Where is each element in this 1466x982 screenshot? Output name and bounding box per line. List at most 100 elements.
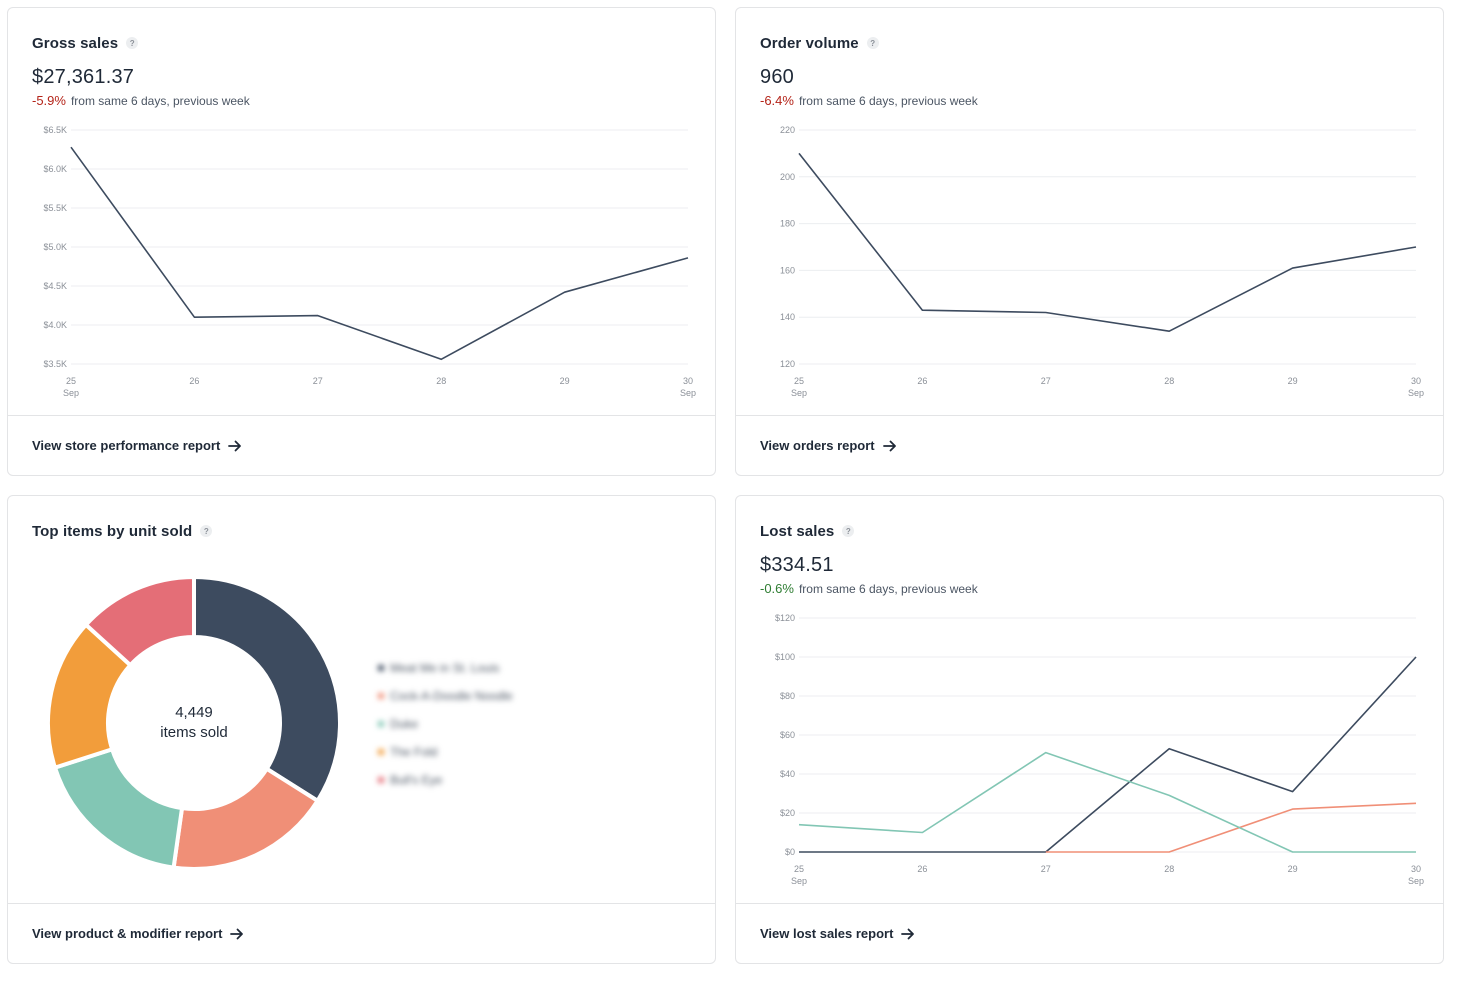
x-tick-label: 26 [917, 864, 927, 874]
y-tick-label: $20 [780, 808, 795, 818]
x-tick-label: 30 [683, 376, 693, 386]
help-circle-icon[interactable]: ? [842, 525, 855, 537]
link-label: View product & modifier report [32, 926, 223, 941]
gross-sales-chart: $3.5K $4.0K $4.5K $5.0K $5.5K $6.0K $6.5K 25 Sep… [43, 125, 696, 398]
arrow-right-icon [901, 928, 915, 939]
x-tick-label: 29 [1288, 376, 1298, 386]
series-line [799, 656, 1417, 853]
x-tick-label: 29 [1288, 864, 1298, 874]
y-tick-label: 140 [780, 312, 795, 322]
delta-text: from same 6 days, previous week [70, 94, 250, 108]
x-tick-label: 28 [1164, 864, 1174, 874]
legend-item[interactable]: The Fold [378, 738, 513, 766]
y-tick-label: 120 [780, 359, 795, 369]
y-tick-label: $100 [775, 652, 795, 662]
x-tick-sublabel: Sep [680, 388, 696, 398]
order-volume-chart: 120 140 160 180 200 220 25 Sep 26 27 28 29 30 Sep [780, 125, 1424, 398]
top-items-donut [46, 574, 342, 871]
legend-item[interactable]: Duke [378, 710, 513, 738]
help-circle-icon[interactable]: ? [200, 525, 213, 537]
delta-text: from same 6 days, previous week [798, 94, 978, 108]
view-product-modifier-link[interactable]: View product & modifier report [32, 926, 244, 941]
view-orders-report-link[interactable]: View orders report [760, 438, 897, 453]
x-tick-label: 25 [794, 864, 804, 874]
donut-center-label: items sold [160, 724, 228, 741]
help-circle-icon[interactable]: ? [866, 37, 879, 49]
arrow-right-icon [230, 928, 244, 939]
x-tick-sublabel: Sep [791, 876, 807, 886]
x-tick-sublabel: Sep [1408, 876, 1424, 886]
y-tick-label: 200 [780, 172, 795, 182]
gross-sales-value: $27,361.37 [32, 66, 135, 88]
card-title: Gross sales [32, 34, 119, 52]
card-footer: View orders report [736, 415, 1443, 475]
series-line [1045, 802, 1417, 853]
delta-text: from same 6 days, previous week [798, 582, 978, 596]
y-tick-label: 180 [780, 219, 795, 229]
lost-sales-chart: $0 $20 $40 $60 $80 $100 $120 25 Sep 26 27 28 29 30 Sep [775, 613, 1424, 886]
donut-legend: Meat Me in St. Louis Cock-A-Doodle Noodl… [378, 654, 513, 794]
x-tick-label: 30 [1411, 376, 1421, 386]
y-tick-label: 160 [780, 265, 795, 275]
card-title: Lost sales [760, 522, 835, 540]
series-line [798, 751, 1416, 853]
x-tick-sublabel: Sep [1408, 388, 1424, 398]
y-tick-label: $6.5K [43, 125, 67, 135]
y-tick-label: $5.0K [43, 242, 67, 252]
link-label: View store performance report [32, 438, 221, 453]
x-tick-sublabel: Sep [791, 388, 807, 398]
x-tick-label: 26 [917, 376, 927, 386]
x-tick-sublabel: Sep [63, 388, 79, 398]
gross-sales-card: $3.5K $4.0K $4.5K $5.0K $5.5K $6.0K $6.5K 25 Sep… [7, 7, 716, 476]
x-tick-label: 28 [1164, 376, 1174, 386]
x-tick-label: 25 [794, 376, 804, 386]
card-footer: View lost sales report [736, 903, 1443, 963]
y-tick-label: $6.0K [43, 164, 67, 174]
arrow-right-icon [228, 440, 242, 451]
y-tick-label: $60 [780, 730, 795, 740]
legend-item[interactable]: Bull's Eye [378, 766, 513, 794]
card-footer: View product & modifier report [8, 903, 715, 963]
help-circle-icon[interactable]: ? [126, 37, 139, 49]
x-tick-label: 30 [1411, 864, 1421, 874]
delta-percent: -0.6% [760, 581, 794, 596]
legend-item[interactable]: Meat Me in St. Louis [378, 654, 513, 682]
order-volume-value: 960 [760, 66, 794, 88]
y-tick-label: $40 [780, 769, 795, 779]
card-footer: View store performance report [8, 415, 715, 475]
series-line [798, 152, 1417, 332]
lost-sales-value: $334.51 [760, 554, 834, 576]
donut-slice [192, 574, 342, 804]
y-tick-label: $4.5K [43, 281, 67, 291]
donut-slice [52, 746, 185, 870]
donut-center-value: 4,449 [175, 704, 213, 721]
x-tick-label: 25 [66, 376, 76, 386]
order-volume-card: 120 140 160 180 200 220 25 Sep 26 27 28 29 30 Sep Ord… [735, 7, 1444, 476]
arrow-right-icon [882, 440, 896, 451]
y-tick-label: $4.0K [43, 320, 67, 330]
x-tick-label: 27 [313, 376, 323, 386]
y-tick-label: $0 [785, 847, 795, 857]
card-title: Top items by unit sold [32, 522, 193, 540]
x-tick-label: 29 [560, 376, 570, 386]
link-label: View orders report [760, 438, 875, 453]
delta-percent: -6.4% [760, 93, 794, 108]
view-lost-sales-link[interactable]: View lost sales report [760, 926, 915, 941]
y-tick-label: 220 [780, 125, 795, 135]
x-tick-label: 27 [1041, 864, 1051, 874]
x-tick-label: 28 [436, 376, 446, 386]
view-store-performance-link[interactable]: View store performance report [32, 438, 242, 453]
series-line [70, 146, 689, 361]
x-tick-label: 26 [189, 376, 199, 386]
y-tick-label: $3.5K [43, 359, 67, 369]
y-tick-label: $120 [775, 613, 795, 623]
lost-sales-card: $0 $20 $40 $60 $80 $100 $120 25 Sep 26 27 28 29 30 Sep… [735, 495, 1444, 964]
x-tick-label: 27 [1041, 376, 1051, 386]
link-label: View lost sales report [760, 926, 894, 941]
y-tick-label: $5.5K [43, 203, 67, 213]
y-tick-label: $80 [780, 691, 795, 701]
top-items-card: Top items by unit sold ? 4,449 items sol… [7, 495, 716, 964]
card-title: Order volume [760, 34, 859, 52]
delta-percent: -5.9% [32, 93, 66, 108]
legend-item[interactable]: Cock-A-Doodle Noodle [378, 682, 513, 710]
